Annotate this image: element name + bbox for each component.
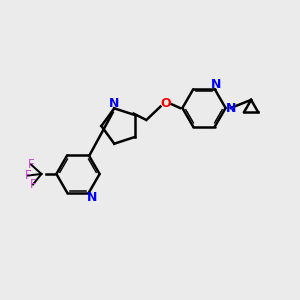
Text: F: F [30, 178, 36, 191]
Text: O: O [160, 97, 171, 110]
Text: N: N [226, 101, 236, 115]
Text: F: F [25, 169, 31, 182]
Text: N: N [211, 78, 221, 91]
Text: N: N [109, 97, 119, 110]
Text: F: F [28, 158, 34, 171]
Text: N: N [87, 191, 97, 204]
